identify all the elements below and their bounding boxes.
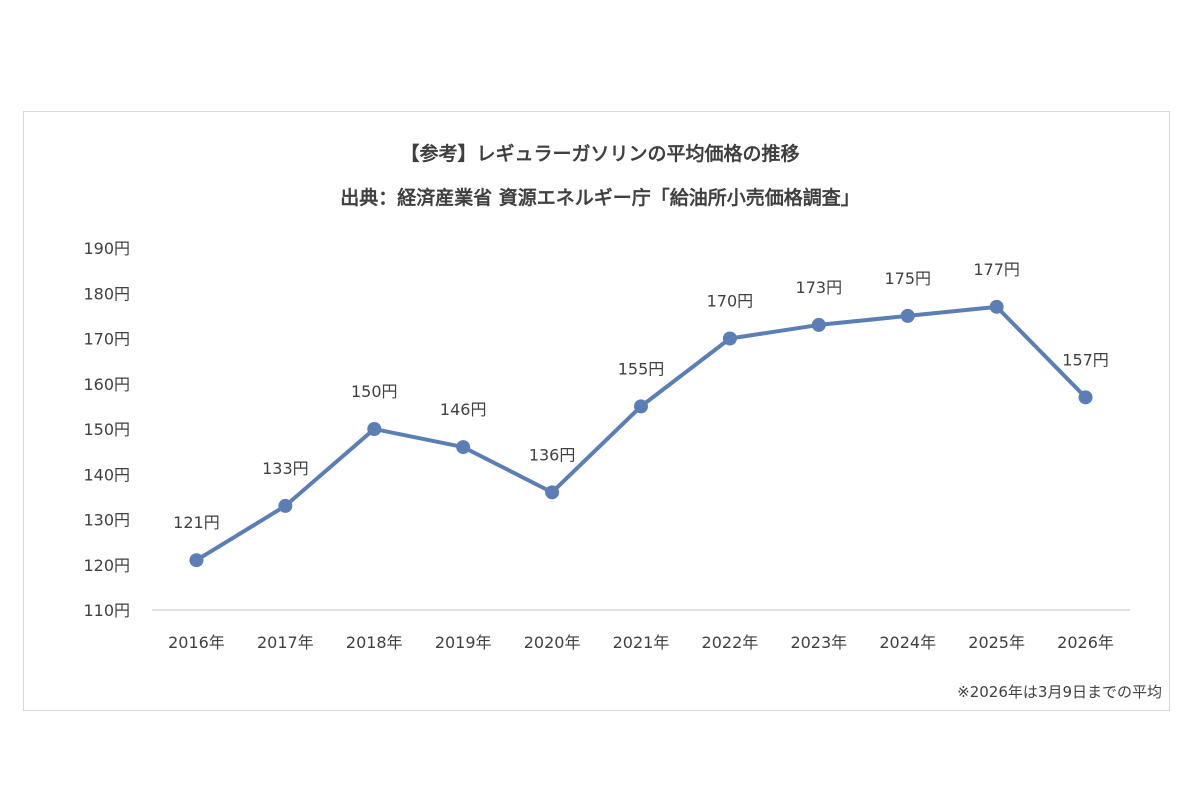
data-label: 150円 <box>351 382 398 401</box>
x-tick-label: 2023年 <box>790 633 847 652</box>
x-tick-label: 2025年 <box>968 633 1025 652</box>
x-tick-label: 2022年 <box>702 633 759 652</box>
data-label: 121円 <box>173 513 220 532</box>
y-tick-label: 150円 <box>83 420 130 439</box>
data-point <box>634 399 648 414</box>
chart-title: 【参考】レギュラーガソリンの平均価格の推移 <box>400 143 800 165</box>
data-point <box>278 498 293 513</box>
data-label: 146円 <box>440 400 487 419</box>
x-tick-label: 2017年 <box>257 633 314 652</box>
data-label: 133円 <box>262 459 309 478</box>
y-axis: 110円 120円 130円 140円 150円 160円 170円 180円 190円 <box>83 239 130 620</box>
data-label: 173円 <box>796 278 843 297</box>
data-label: 175円 <box>884 269 931 288</box>
x-axis: 2016年 2017年 2018年 2019年 2020年 2021年 2022年 2023年… <box>152 609 1130 652</box>
data-label: 136円 <box>529 445 576 464</box>
x-tick-label: 2024年 <box>879 633 936 652</box>
x-tick-label: 2019年 <box>435 633 492 652</box>
data-point <box>1078 390 1093 405</box>
data-point <box>811 317 826 332</box>
data-point <box>456 440 471 455</box>
y-tick-label: 130円 <box>83 511 130 530</box>
x-tick-label: 2026年 <box>1057 633 1114 652</box>
x-tick-label: 2021年 <box>613 633 670 652</box>
y-tick-label: 180円 <box>83 284 130 303</box>
chart-subtitle: 出典：経済産業省 資源エネルギー庁「給油所小売価格調査」 <box>340 187 860 209</box>
data-point <box>900 308 915 323</box>
series-line <box>194 304 1088 563</box>
data-point <box>189 553 204 568</box>
x-tick-label: 2018年 <box>346 633 403 652</box>
data-point <box>989 299 1004 314</box>
y-tick-label: 170円 <box>83 330 130 349</box>
y-tick-label: 160円 <box>83 375 130 394</box>
y-tick-label: 190円 <box>83 239 130 258</box>
data-label: 177円 <box>973 260 1020 279</box>
data-point <box>545 485 560 500</box>
data-label: 157円 <box>1062 350 1109 369</box>
footnote: ※2026年は3月9日までの平均 <box>957 683 1162 701</box>
x-tick-label: 2020年 <box>524 633 581 652</box>
chart-frame <box>23 111 1170 711</box>
y-tick-label: 140円 <box>83 465 130 484</box>
series: 121円 133円 150円 146円 136円 155円 170円 173円 175円 177円… <box>173 260 1109 568</box>
data-point <box>367 422 382 436</box>
y-tick-label: 120円 <box>83 556 130 575</box>
data-point <box>722 331 737 346</box>
data-label: 170円 <box>707 292 754 311</box>
x-tick-label: 2016年 <box>168 633 225 652</box>
y-tick-label: 110円 <box>83 601 130 620</box>
data-label: 155円 <box>618 359 665 378</box>
